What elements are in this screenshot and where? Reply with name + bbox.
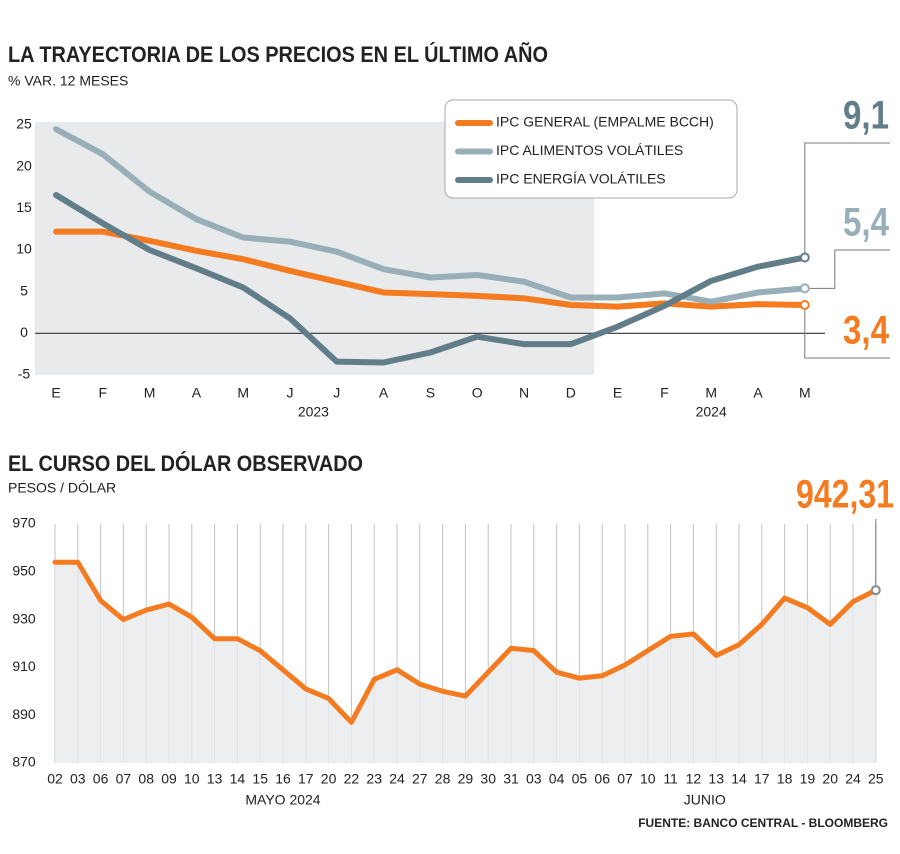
- x-tick-label: 13: [708, 771, 724, 787]
- x-tick-label: 29: [458, 771, 474, 787]
- y-tick-label: 870: [12, 754, 36, 770]
- x-tick-label: 03: [526, 771, 542, 787]
- source-note: FUENTE: BANCO CENTRAL - BLOOMBERG: [638, 816, 888, 830]
- series-line: [52, 559, 879, 725]
- legend-label: IPC GENERAL (EMPALME BCCH): [496, 114, 714, 130]
- x-tick-label: 02: [47, 771, 63, 787]
- x-tick-label: O: [472, 385, 483, 401]
- y-tick-label: 910: [12, 658, 36, 674]
- x-tick-label: 05: [572, 771, 588, 787]
- x-tick-label: 04: [549, 771, 565, 787]
- x-tick-label: 20: [822, 771, 838, 787]
- leader-line: [804, 305, 890, 359]
- x-group-label: 2024: [696, 404, 727, 420]
- x-tick-label: S: [426, 385, 435, 401]
- x-tick-label: F: [660, 385, 669, 401]
- chart-title: LA TRAYECTORIA DE LOS PRECIOS EN EL ÚLTI…: [8, 42, 548, 67]
- y-tick-label: 25: [16, 116, 32, 132]
- x-group-label: JUNIO: [684, 792, 726, 808]
- chart-subtitle: PESOS / DÓLAR: [8, 480, 116, 496]
- y-tick-label: 970: [12, 515, 36, 531]
- x-tick-label: A: [753, 385, 763, 401]
- end-value-label: 942,31: [796, 473, 894, 517]
- x-tick-label: 10: [640, 771, 656, 787]
- x-tick-label: 17: [298, 771, 314, 787]
- x-tick-label: 14: [230, 771, 246, 787]
- end-value-label: 9,1: [843, 94, 889, 138]
- leader-line: [804, 142, 890, 258]
- end-marker: [799, 283, 810, 294]
- x-tick-label: 12: [686, 771, 702, 787]
- end-value-label: 3,4: [843, 309, 890, 353]
- end-marker: [799, 300, 810, 310]
- y-tick-label: 10: [16, 241, 32, 257]
- x-tick-label: 13: [207, 771, 223, 787]
- legend-box: [444, 99, 738, 199]
- x-tick-label: A: [379, 385, 389, 401]
- y-tick-label: 20: [16, 157, 32, 173]
- series-line: [53, 192, 808, 366]
- x-tick-label: M: [144, 385, 156, 401]
- x-tick-label: 16: [275, 771, 291, 787]
- x-tick-label: 10: [184, 771, 200, 787]
- legend: IPC GENERAL (EMPALME BCCH) IPC ALIMENTOS …: [444, 99, 738, 199]
- series-area: [55, 562, 876, 763]
- y-tick-label: 890: [12, 706, 36, 722]
- x-tick-label: F: [99, 385, 108, 401]
- x-tick-label: 17: [754, 771, 770, 787]
- x-tick-label: 03: [70, 771, 86, 787]
- x-tick-label: J: [287, 385, 294, 401]
- x-group-label: 2023: [298, 404, 329, 420]
- legend-label: IPC ENERGÍA VOLÁTILES: [496, 171, 666, 187]
- x-tick-label: 24: [845, 771, 861, 787]
- x-tick-label: 18: [777, 771, 793, 787]
- x-tick-label: 23: [366, 771, 382, 787]
- x-tick-label: 06: [93, 771, 109, 787]
- x-tick-label: 08: [138, 771, 154, 787]
- x-tick-label: 28: [435, 771, 451, 787]
- x-tick-label: E: [613, 385, 622, 401]
- y-tick-label: 0: [20, 324, 28, 340]
- x-group-label: MAYO 2024: [245, 792, 320, 808]
- x-tick-label: 11: [663, 771, 678, 787]
- end-value-label: 5,4: [843, 201, 890, 245]
- legend-label: IPC ALIMENTOS VOLÁTILES: [496, 142, 683, 158]
- y-tick-label: 5: [20, 282, 28, 298]
- end-marker: [870, 585, 881, 596]
- x-tick-label: E: [51, 385, 60, 401]
- x-tick-label: 06: [594, 771, 610, 787]
- y-tick-label: 930: [12, 610, 36, 626]
- x-tick-label: 07: [617, 771, 633, 787]
- x-tick-label: M: [799, 385, 811, 401]
- series-line: [53, 228, 808, 310]
- x-tick-label: 07: [116, 771, 132, 787]
- x-tick-label: N: [519, 385, 529, 401]
- x-tick-label: 19: [800, 771, 816, 787]
- x-tick-label: 27: [412, 771, 428, 787]
- x-tick-label: 24: [389, 771, 405, 787]
- x-tick-label: 25: [868, 771, 884, 787]
- chart-subtitle: % VAR. 12 MESES: [8, 73, 128, 89]
- chart-title: EL CURSO DEL DÓLAR OBSERVADO: [8, 451, 363, 476]
- x-tick-label: 14: [731, 771, 747, 787]
- y-tick-label: -5: [18, 366, 31, 382]
- end-marker: [799, 252, 810, 263]
- y-tick-label: 15: [16, 199, 32, 215]
- leader-line: [804, 249, 890, 289]
- x-tick-label: 22: [344, 771, 360, 787]
- x-tick-label: 09: [161, 771, 177, 787]
- x-tick-label: 15: [252, 771, 268, 787]
- y-tick-label: 950: [12, 563, 36, 579]
- x-tick-label: M: [237, 385, 249, 401]
- x-tick-label: D: [566, 385, 576, 401]
- x-tick-label: J: [333, 385, 340, 401]
- x-tick-label: M: [705, 385, 717, 401]
- x-tick-label: 30: [480, 771, 496, 787]
- x-tick-label: A: [192, 385, 202, 401]
- x-tick-label: 31: [503, 771, 519, 787]
- x-tick-label: 20: [321, 771, 337, 787]
